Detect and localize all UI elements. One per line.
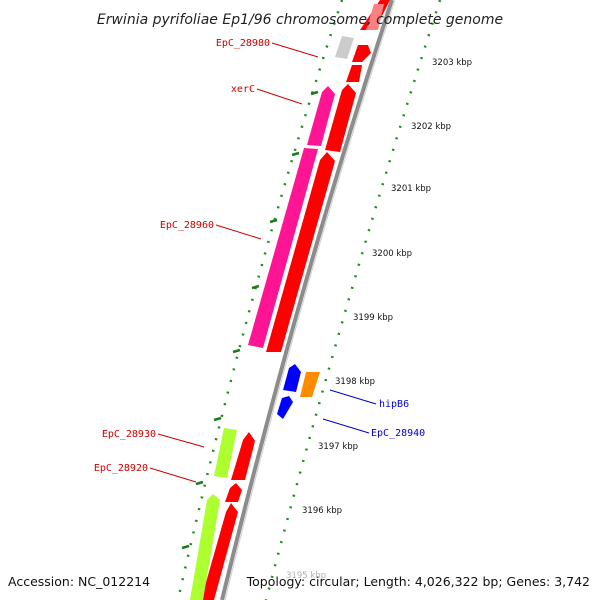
cds-feature [266, 152, 335, 352]
gene-feature-pink [307, 86, 335, 146]
cds-feature [225, 483, 242, 502]
gene-label: xerC [231, 84, 255, 95]
tick-label: 3199 kbp [353, 313, 393, 323]
gene-feature-blue [283, 364, 301, 392]
backbone [220, 0, 396, 600]
cds-feature [352, 45, 371, 62]
gene-label: EpC_28960 [160, 220, 214, 231]
gene-feature-green [214, 428, 237, 478]
cds-feature [346, 65, 362, 82]
gene-features [190, 4, 384, 600]
accession-label: Accession: NC_012214 [8, 574, 150, 589]
label-leaders [149, 42, 377, 483]
tick-label: 3195 kbp [286, 571, 326, 581]
tick-label: 3197 kbp [318, 442, 358, 452]
gene-feature-green [190, 494, 220, 600]
gene-feature-orange [300, 372, 320, 397]
gene-label: EpC_28940 [371, 428, 425, 439]
tick-label: 3201 kbp [391, 184, 431, 194]
tick-label: 3196 kbp [302, 506, 342, 516]
gene-label: EpC_28980 [216, 38, 270, 49]
map-title: Erwinia pyrifoliae Ep1/96 chromosome, co… [97, 12, 503, 28]
cds-feature [325, 84, 356, 152]
tick-label: 3198 kbp [335, 377, 375, 387]
gene-feature-gray [335, 36, 354, 59]
gene-label: hipB6 [379, 399, 409, 410]
gene-feature-blue [277, 396, 293, 419]
tick-labels: 3203 kbp 3202 kbp 3201 kbp 3200 kbp 3199… [286, 58, 472, 581]
gene-labels: EpC_28980 xerC EpC_28960 hipB6 EpC_28940… [94, 38, 425, 474]
topology-label: Topology: circular; Length: 4,026,322 bp… [246, 574, 590, 589]
tick-label: 3200 kbp [372, 249, 412, 259]
gene-feature-pink [248, 148, 318, 348]
cds-feature [201, 503, 238, 600]
gene-feature-pink [366, 4, 384, 30]
gene-label: EpC_28920 [94, 463, 148, 474]
gene-label: EpC_28930 [102, 429, 156, 440]
inner-major-ticks [181, 90, 319, 550]
tick-label: 3203 kbp [432, 58, 472, 68]
cds-feature [231, 432, 255, 480]
tick-label: 3202 kbp [411, 122, 451, 132]
